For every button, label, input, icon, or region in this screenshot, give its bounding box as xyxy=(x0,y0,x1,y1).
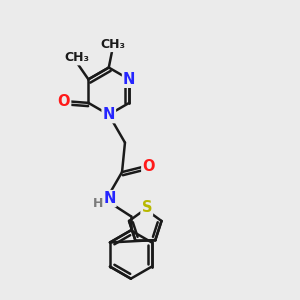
Text: O: O xyxy=(58,94,70,109)
Text: H: H xyxy=(92,197,103,210)
Text: S: S xyxy=(142,200,152,215)
Text: N: N xyxy=(103,107,115,122)
Text: N: N xyxy=(103,191,116,206)
Text: N: N xyxy=(123,72,135,87)
Text: O: O xyxy=(142,159,155,174)
Text: CH₃: CH₃ xyxy=(64,51,89,64)
Text: CH₃: CH₃ xyxy=(100,38,125,51)
